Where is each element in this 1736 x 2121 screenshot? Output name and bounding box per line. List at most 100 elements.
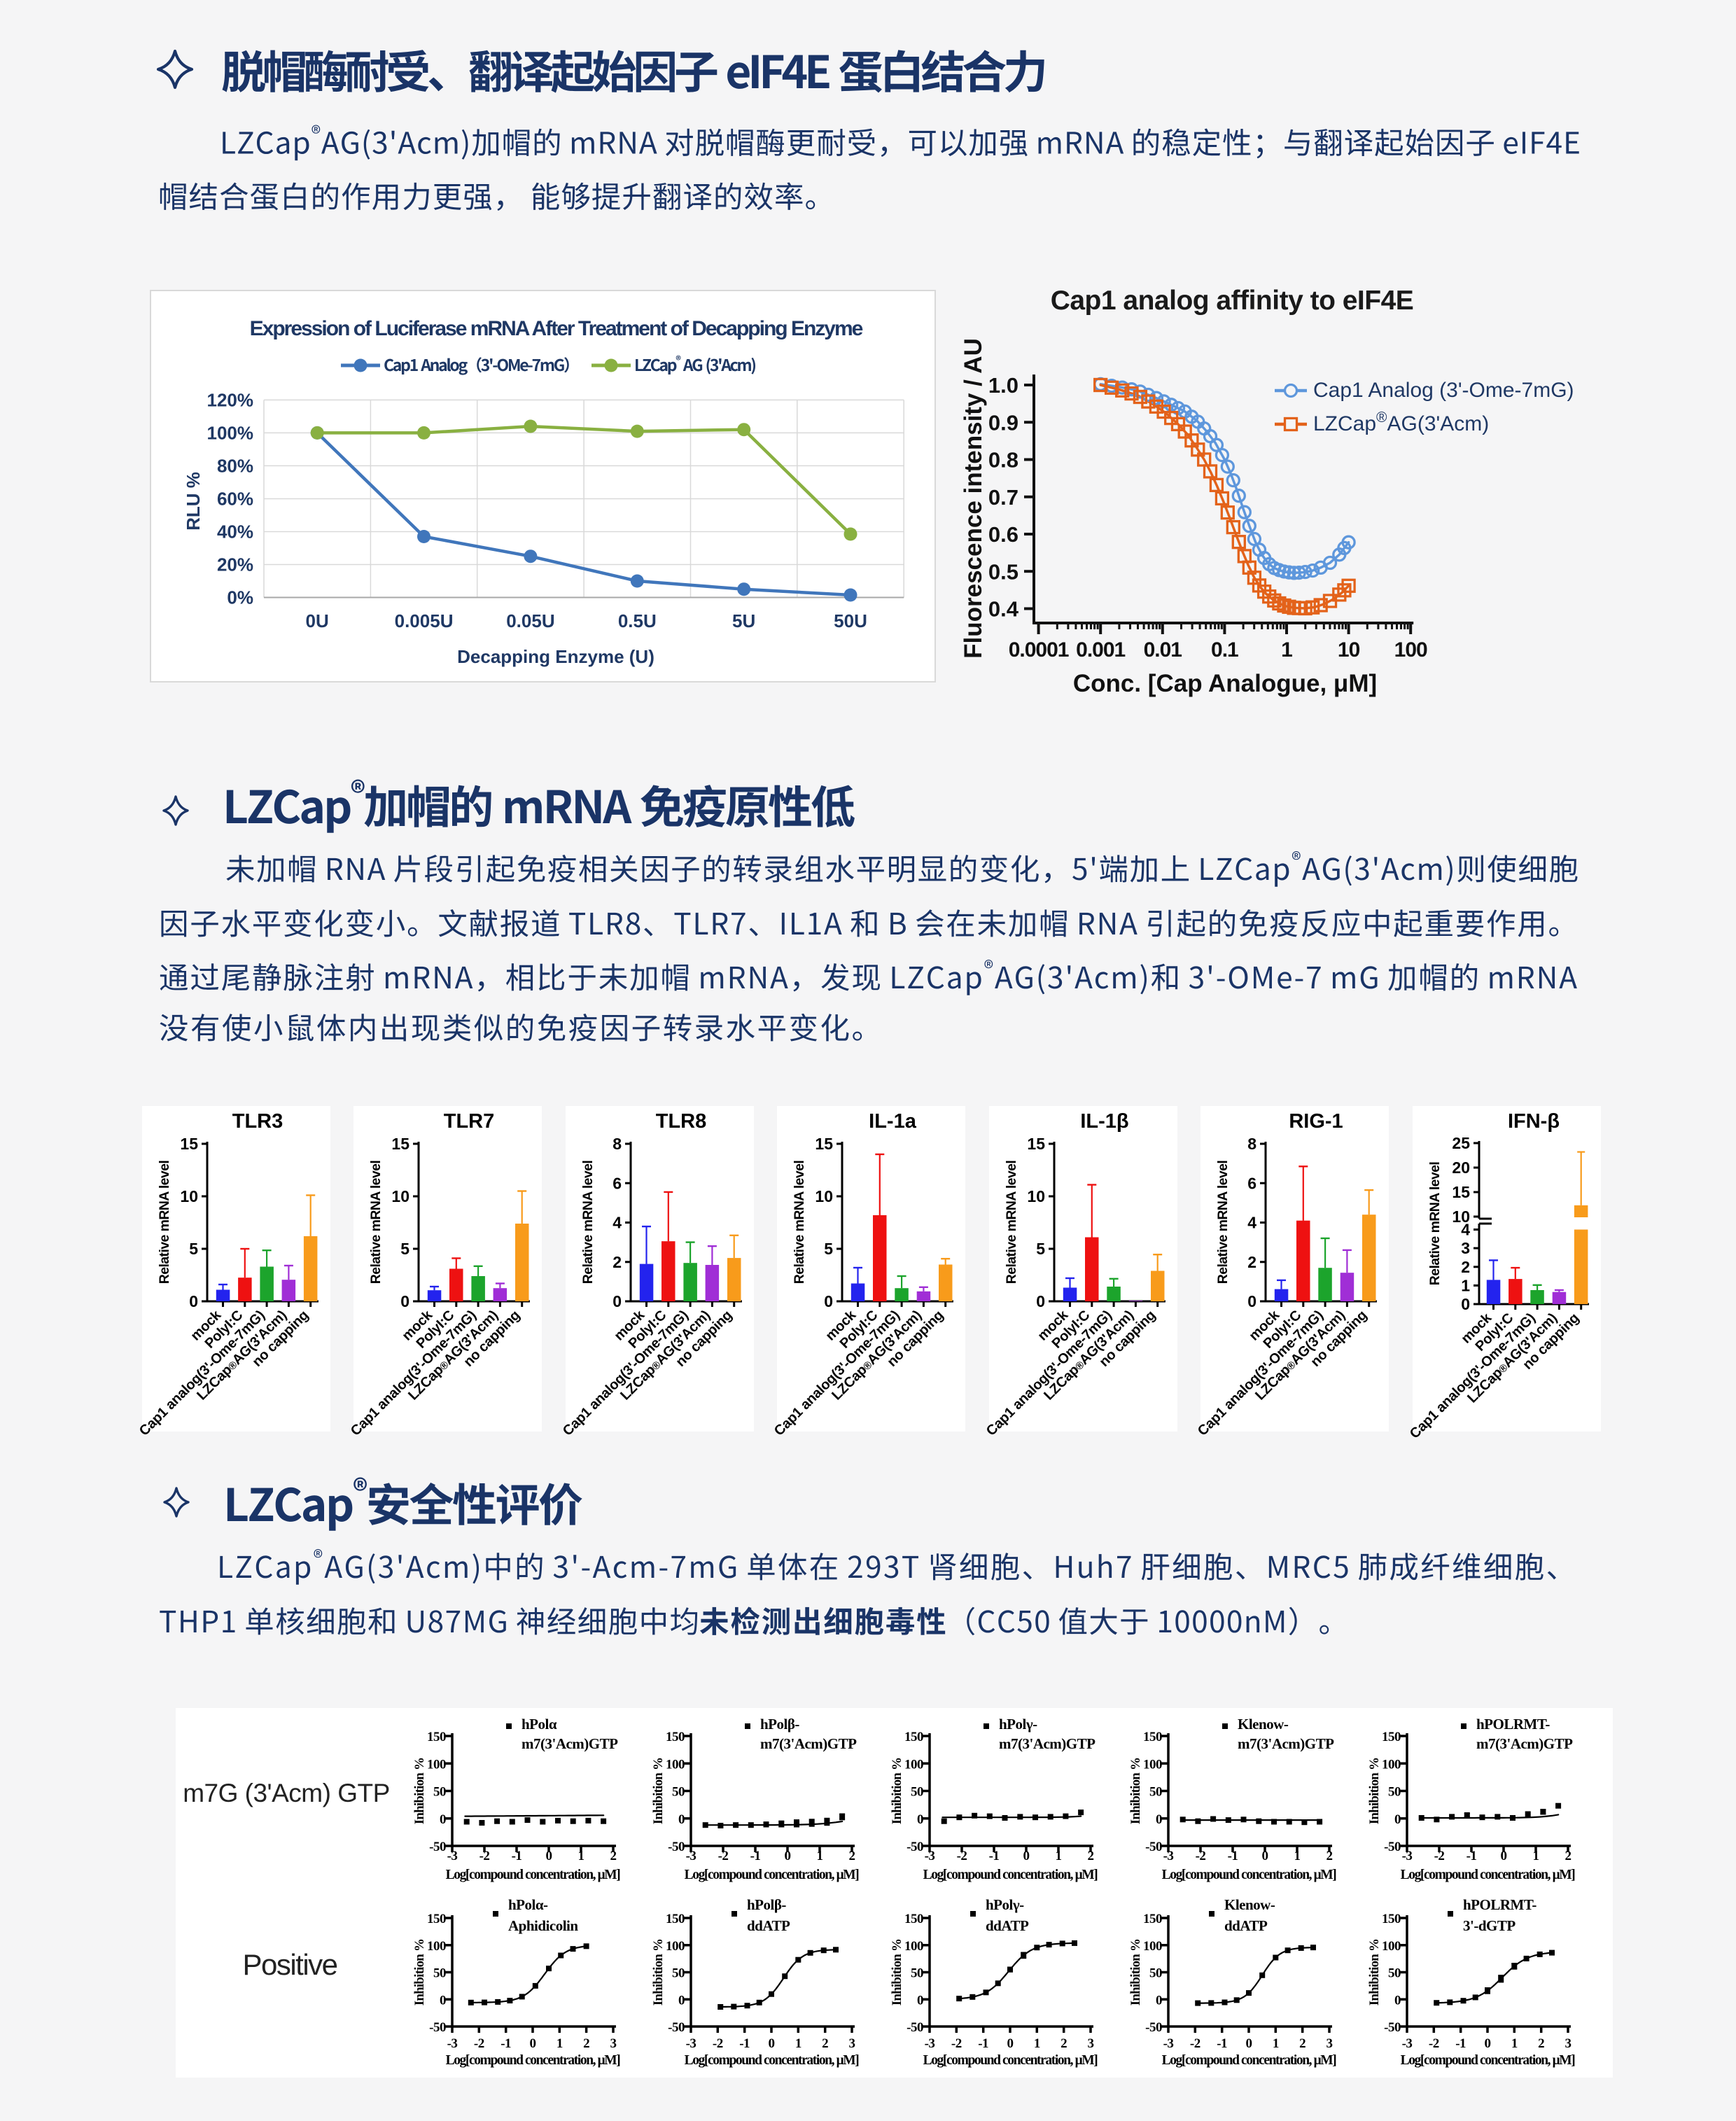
svg-text:0: 0 xyxy=(824,1292,833,1310)
svg-text:1: 1 xyxy=(1056,1849,1062,1863)
svg-text:0: 0 xyxy=(1484,2036,1490,2051)
svg-text:hPolα-: hPolα- xyxy=(508,1896,548,1913)
svg-text:-1: -1 xyxy=(1455,2036,1466,2051)
svg-text:2: 2 xyxy=(822,2036,828,2051)
svg-text:-3: -3 xyxy=(1163,1849,1174,1863)
svg-text:Inhibition %: Inhibition % xyxy=(890,1939,904,2005)
svg-text:Relative mRNA level: Relative mRNA level xyxy=(1427,1162,1443,1286)
svg-text:-2: -2 xyxy=(1434,1849,1445,1863)
svg-text:-50: -50 xyxy=(1145,2020,1162,2035)
svg-text:0: 0 xyxy=(678,1993,685,2008)
svg-text:Inhibition %: Inhibition % xyxy=(412,1939,427,2005)
svg-text:0: 0 xyxy=(440,1993,446,2008)
svg-text:100: 100 xyxy=(1143,1939,1162,1954)
svg-text:ddATP: ddATP xyxy=(1224,1917,1268,1934)
svg-text:-2: -2 xyxy=(1190,2036,1200,2051)
svg-text:50: 50 xyxy=(1149,1785,1162,1800)
svg-text:-3: -3 xyxy=(925,2036,935,2051)
svg-text:m7(3'Acm)GTP: m7(3'Acm)GTP xyxy=(1476,1735,1573,1752)
svg-text:2: 2 xyxy=(612,1253,622,1271)
svg-text:Log[compound concentration, μM: Log[compound concentration, μM] xyxy=(1401,2053,1576,2068)
svg-text:0: 0 xyxy=(1036,1292,1045,1310)
svg-text:Log[compound concentration, μM: Log[compound concentration, μM] xyxy=(446,1868,621,1882)
svg-text:100: 100 xyxy=(427,1939,446,1954)
svg-text:TLR3: TLR3 xyxy=(232,1110,284,1133)
svg-text:3: 3 xyxy=(1326,2036,1332,2051)
svg-text:0: 0 xyxy=(546,1849,552,1863)
svg-text:m7(3'Acm)GTP: m7(3'Acm)GTP xyxy=(522,1735,618,1752)
svg-text:5: 5 xyxy=(824,1240,833,1258)
svg-text:Log[compound concentration, μM: Log[compound concentration, μM] xyxy=(685,2053,860,2068)
svg-text:-1: -1 xyxy=(989,1849,1000,1863)
svg-text:-50: -50 xyxy=(906,2020,923,2035)
svg-text:1: 1 xyxy=(1511,2036,1518,2051)
svg-text:Relative mRNA level: Relative mRNA level xyxy=(1004,1161,1019,1284)
svg-text:IFN-β: IFN-β xyxy=(1508,1110,1560,1133)
svg-text:15: 15 xyxy=(815,1135,833,1153)
svg-text:Relative mRNA level: Relative mRNA level xyxy=(368,1161,384,1284)
svg-text:-2: -2 xyxy=(718,1849,729,1863)
svg-text:150: 150 xyxy=(666,1912,685,1926)
svg-text:Conc. [Cap Analogue, μM]: Conc. [Cap Analogue, μM] xyxy=(1073,670,1377,697)
svg-text:120%: 120% xyxy=(207,389,254,410)
svg-text:3: 3 xyxy=(1564,2036,1571,2051)
svg-text:-1: -1 xyxy=(512,1849,522,1863)
svg-text:0.9: 0.9 xyxy=(988,410,1018,435)
svg-text:0: 0 xyxy=(1156,1812,1162,1827)
svg-text:100: 100 xyxy=(1143,1757,1162,1772)
svg-text:-1: -1 xyxy=(739,2036,750,2051)
svg-text:0: 0 xyxy=(917,1812,923,1827)
svg-text:6: 6 xyxy=(612,1174,622,1192)
svg-text:-50: -50 xyxy=(906,1840,923,1854)
svg-text:0: 0 xyxy=(1501,1849,1507,1863)
svg-text:50: 50 xyxy=(433,1785,446,1800)
svg-text:50: 50 xyxy=(672,1785,685,1800)
svg-text:0U: 0U xyxy=(306,610,329,631)
svg-text:ddATP: ddATP xyxy=(986,1917,1029,1934)
svg-text:2: 2 xyxy=(1326,1849,1333,1863)
svg-text:0: 0 xyxy=(529,2036,536,2051)
svg-text:TLR7: TLR7 xyxy=(444,1110,495,1133)
svg-text:0.1: 0.1 xyxy=(1211,638,1238,662)
svg-text:-3: -3 xyxy=(1402,1849,1413,1863)
svg-text:50: 50 xyxy=(1388,1785,1401,1800)
svg-text:Log[compound concentration, μM: Log[compound concentration, μM] xyxy=(446,2053,621,2068)
svg-text:150: 150 xyxy=(666,1730,685,1744)
svg-text:m7G (3'Acm) GTP: m7G (3'Acm) GTP xyxy=(183,1779,390,1807)
svg-text:0: 0 xyxy=(1461,1295,1470,1313)
svg-text:Inhibition %: Inhibition % xyxy=(651,1939,666,2005)
svg-text:150: 150 xyxy=(904,1912,923,1926)
svg-text:8: 8 xyxy=(1247,1135,1256,1153)
svg-text:3: 3 xyxy=(1461,1239,1470,1257)
svg-text:0: 0 xyxy=(1007,2036,1013,2051)
svg-text:Inhibition %: Inhibition % xyxy=(1367,1758,1382,1824)
svg-text:-2: -2 xyxy=(474,2036,484,2051)
svg-text:1: 1 xyxy=(1281,638,1292,662)
svg-text:0: 0 xyxy=(612,1292,622,1310)
svg-text:150: 150 xyxy=(1382,1730,1401,1744)
svg-text:6: 6 xyxy=(1247,1174,1256,1192)
svg-text:Inhibition %: Inhibition % xyxy=(890,1758,904,1824)
svg-text:-1: -1 xyxy=(1228,1849,1238,1863)
svg-text:-3: -3 xyxy=(1163,2036,1174,2051)
svg-text:150: 150 xyxy=(904,1730,923,1744)
svg-text:0: 0 xyxy=(1394,1993,1401,2008)
svg-text:2: 2 xyxy=(583,2036,589,2051)
svg-text:hPolα: hPolα xyxy=(522,1716,557,1732)
svg-text:Log[compound concentration, μM: Log[compound concentration, μM] xyxy=(685,1868,860,1882)
svg-text:1: 1 xyxy=(1294,1849,1301,1863)
svg-text:25: 25 xyxy=(1452,1134,1470,1152)
svg-text:2: 2 xyxy=(1565,1849,1572,1863)
svg-text:2: 2 xyxy=(849,1849,855,1863)
svg-text:5U: 5U xyxy=(732,610,755,631)
svg-text:3: 3 xyxy=(848,2036,855,2051)
svg-text:-1: -1 xyxy=(1217,2036,1227,2051)
svg-text:15: 15 xyxy=(391,1135,410,1153)
svg-text:Inhibition %: Inhibition % xyxy=(412,1758,427,1824)
svg-text:2: 2 xyxy=(1060,2036,1067,2051)
svg-text:2: 2 xyxy=(1247,1253,1256,1271)
svg-text:0.5: 0.5 xyxy=(988,559,1018,584)
svg-text:Cap1 analog affinity to eIF4E: Cap1 analog affinity to eIF4E xyxy=(1051,286,1414,316)
svg-text:1: 1 xyxy=(1533,1849,1539,1863)
svg-text:0.7: 0.7 xyxy=(988,485,1018,510)
